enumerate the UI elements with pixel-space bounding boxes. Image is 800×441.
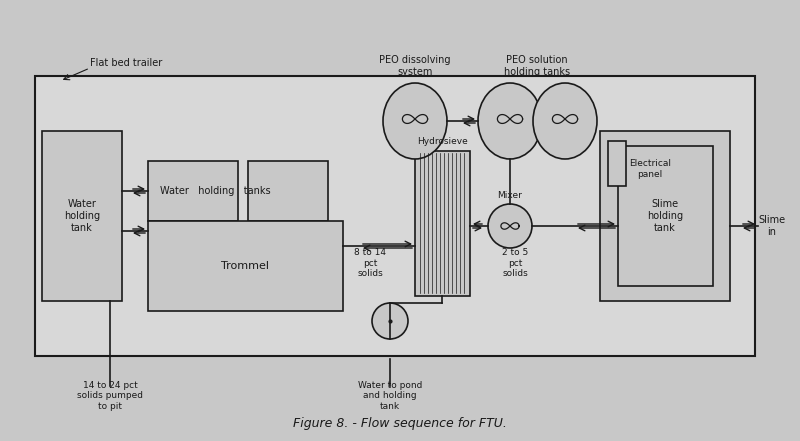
FancyBboxPatch shape (415, 151, 470, 296)
Text: Water
holding
tank: Water holding tank (64, 199, 100, 232)
Text: Flat bed trailer: Flat bed trailer (90, 58, 162, 68)
Text: Slime
in: Slime in (758, 215, 786, 237)
FancyBboxPatch shape (148, 221, 343, 311)
Text: Hydrosieve: Hydrosieve (417, 137, 467, 146)
Text: Slime
holding
tank: Slime holding tank (647, 199, 683, 232)
FancyBboxPatch shape (148, 161, 238, 221)
Ellipse shape (488, 204, 532, 248)
FancyBboxPatch shape (608, 141, 626, 186)
FancyBboxPatch shape (42, 131, 122, 301)
Text: 2 to 5
pct
solids: 2 to 5 pct solids (502, 248, 528, 278)
Text: Electrical
panel: Electrical panel (629, 159, 671, 179)
Text: Water to pond
and holding
tank: Water to pond and holding tank (358, 381, 422, 411)
FancyBboxPatch shape (248, 161, 328, 221)
Text: Mixer: Mixer (498, 191, 522, 201)
Text: Water   holding   tanks: Water holding tanks (160, 186, 270, 196)
Ellipse shape (383, 83, 447, 159)
FancyBboxPatch shape (618, 146, 713, 286)
Text: 8 to 14
pct
solids: 8 to 14 pct solids (354, 248, 386, 278)
Text: Figure 8. - Flow sequence for FTU.: Figure 8. - Flow sequence for FTU. (293, 416, 507, 430)
Text: PEO solution
holding tanks: PEO solution holding tanks (504, 55, 570, 77)
Text: 14 to 24 pct
solids pumped
to pit: 14 to 24 pct solids pumped to pit (77, 381, 143, 411)
FancyBboxPatch shape (600, 131, 730, 301)
Ellipse shape (478, 83, 542, 159)
Ellipse shape (372, 303, 408, 339)
Text: Trommel: Trommel (221, 261, 269, 271)
FancyBboxPatch shape (35, 76, 755, 356)
Text: PEO dissolving
system: PEO dissolving system (379, 55, 450, 77)
Ellipse shape (533, 83, 597, 159)
